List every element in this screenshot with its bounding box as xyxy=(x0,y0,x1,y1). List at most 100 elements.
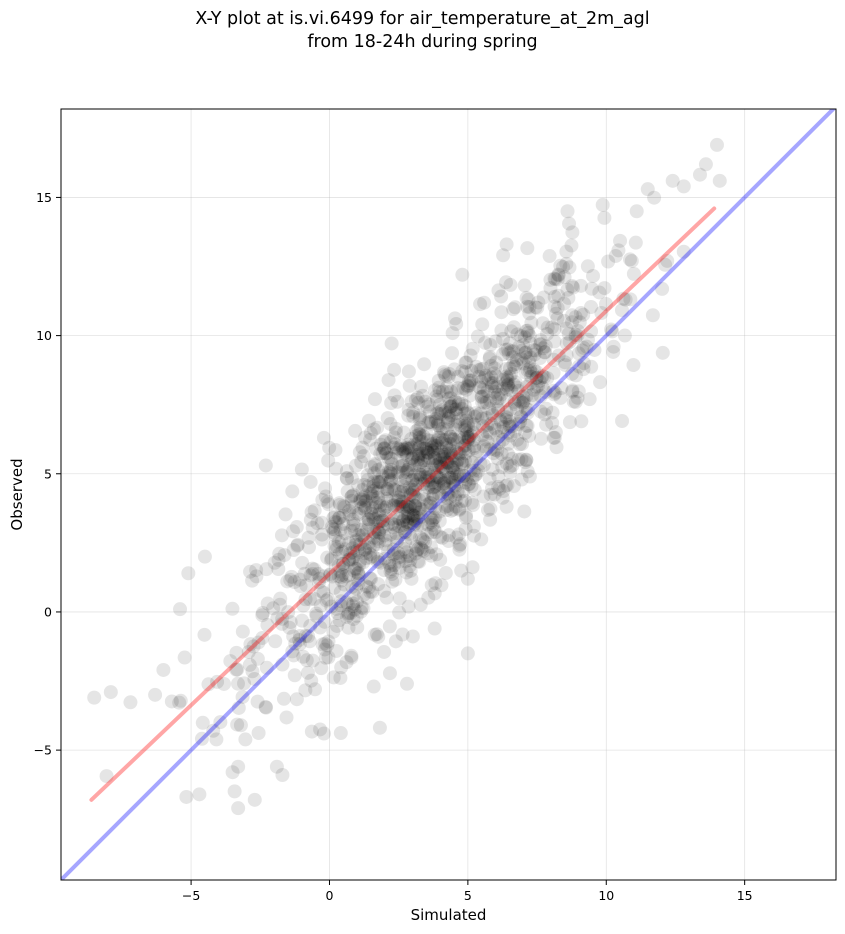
data-point xyxy=(404,451,419,466)
data-point xyxy=(435,432,450,447)
data-point xyxy=(400,497,415,512)
data-point xyxy=(370,420,385,435)
data-point xyxy=(407,437,422,452)
data-point xyxy=(391,554,406,569)
data-point xyxy=(514,409,529,424)
data-point xyxy=(319,593,334,608)
data-point xyxy=(452,502,467,517)
data-point xyxy=(441,445,456,460)
data-point xyxy=(526,362,541,377)
data-point xyxy=(343,605,358,620)
data-point xyxy=(216,676,231,691)
data-point xyxy=(173,693,188,708)
data-point xyxy=(328,443,343,458)
data-point xyxy=(521,325,536,340)
data-point xyxy=(361,580,376,595)
data-point xyxy=(227,784,242,799)
data-point xyxy=(382,619,397,634)
data-point xyxy=(260,596,275,611)
data-point xyxy=(500,425,515,440)
data-point xyxy=(369,627,384,642)
data-point xyxy=(418,441,433,456)
data-point xyxy=(247,671,262,686)
data-point xyxy=(308,682,323,697)
data-point xyxy=(427,442,442,457)
data-point xyxy=(321,650,336,665)
data-point xyxy=(367,392,382,407)
data-point xyxy=(461,406,476,421)
data-point xyxy=(409,476,424,491)
data-point xyxy=(230,662,245,677)
data-point xyxy=(406,405,421,420)
data-point xyxy=(241,644,256,659)
data-point xyxy=(329,539,344,554)
data-point xyxy=(484,416,499,431)
data-point xyxy=(293,579,308,594)
data-point xyxy=(457,453,472,468)
data-point xyxy=(485,408,500,423)
data-point xyxy=(463,373,478,388)
data-point xyxy=(438,499,453,514)
data-point xyxy=(344,650,359,665)
data-point xyxy=(418,465,433,480)
data-point xyxy=(486,376,501,391)
data-point xyxy=(443,429,458,444)
data-point xyxy=(320,592,335,607)
data-point xyxy=(440,415,455,430)
data-point xyxy=(509,357,524,372)
data-point xyxy=(514,343,529,358)
data-point xyxy=(431,380,446,395)
data-point xyxy=(427,479,442,494)
data-point xyxy=(431,430,446,445)
data-point xyxy=(374,461,389,476)
data-point xyxy=(348,423,363,438)
data-point xyxy=(260,618,275,633)
data-point xyxy=(444,408,459,423)
x-tick-label: 15 xyxy=(737,888,753,903)
data-point xyxy=(435,449,450,464)
data-point xyxy=(384,451,399,466)
data-point xyxy=(317,642,332,657)
data-point xyxy=(545,415,560,430)
data-point xyxy=(496,248,511,263)
data-point xyxy=(613,233,628,248)
data-point xyxy=(425,518,440,533)
data-point xyxy=(421,397,436,412)
data-point xyxy=(359,579,374,594)
data-point xyxy=(320,494,335,509)
data-point xyxy=(384,562,399,577)
data-point xyxy=(408,539,423,554)
data-point xyxy=(292,572,307,587)
data-point xyxy=(505,458,520,473)
data-point xyxy=(428,501,443,516)
data-point xyxy=(341,606,356,621)
data-point xyxy=(259,562,274,577)
data-point xyxy=(383,450,398,465)
data-point xyxy=(518,365,533,380)
data-point xyxy=(405,472,420,487)
data-point xyxy=(414,517,429,532)
data-point xyxy=(523,376,538,391)
data-point xyxy=(468,406,483,421)
data-point xyxy=(368,499,383,514)
data-point xyxy=(272,546,287,561)
data-point xyxy=(412,467,427,482)
data-point xyxy=(489,394,504,409)
data-point xyxy=(370,522,385,537)
data-point xyxy=(307,503,322,518)
data-point xyxy=(531,295,546,310)
data-point xyxy=(404,394,419,409)
data-point xyxy=(605,324,620,339)
data-point xyxy=(505,451,520,466)
data-point xyxy=(501,377,516,392)
data-point xyxy=(324,599,339,614)
data-point xyxy=(305,561,320,576)
data-point xyxy=(387,362,402,377)
data-point xyxy=(397,442,412,457)
data-point xyxy=(332,510,347,525)
data-point xyxy=(479,424,494,439)
data-point xyxy=(502,417,517,432)
data-point xyxy=(400,485,415,500)
data-point xyxy=(492,412,507,427)
data-point xyxy=(460,378,475,393)
